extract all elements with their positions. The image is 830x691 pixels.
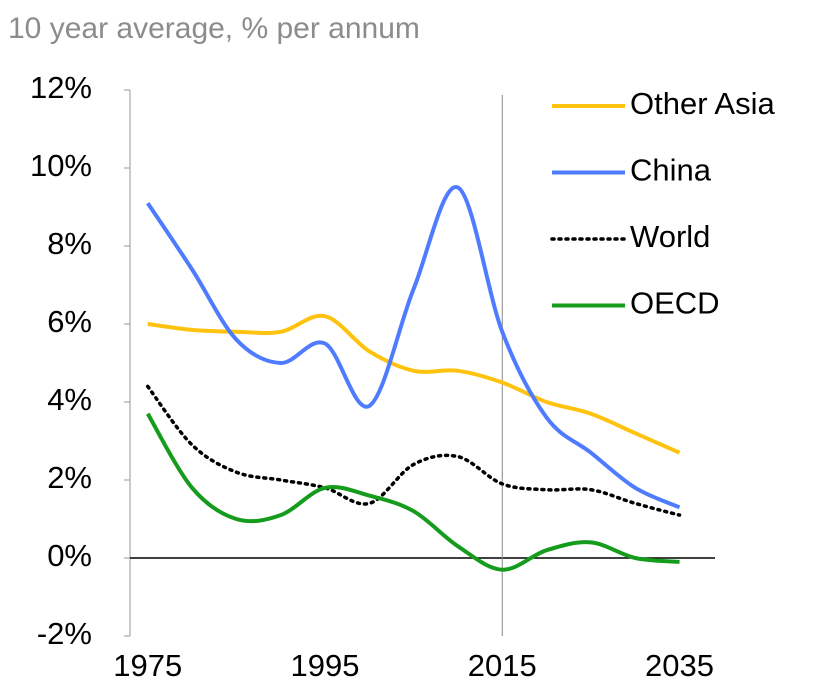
y-tick-label: 10% (30, 148, 92, 183)
y-tick-label: 6% (47, 304, 92, 339)
x-tick-label: 1975 (113, 648, 182, 683)
legend-label: China (630, 153, 712, 188)
series-line (146, 185, 681, 510)
x-tick-label: 1995 (291, 648, 360, 683)
legend-label: Other Asia (630, 86, 775, 121)
series-line (145, 384, 682, 517)
y-tick-label: 0% (47, 538, 92, 573)
series-line (146, 412, 680, 572)
y-tick-label: 8% (47, 226, 92, 261)
chart-subtitle: 10 year average, % per annum (8, 12, 420, 45)
y-tick-label: 12% (30, 70, 92, 105)
series-line (147, 313, 681, 455)
x-tick-label: 2035 (645, 648, 714, 683)
y-tick-label: 4% (47, 382, 92, 417)
x-tick-label: 2015 (468, 648, 537, 683)
legend-label: OECD (630, 286, 720, 321)
y-tick-label: -2% (37, 616, 92, 651)
y-tick-label: 2% (47, 460, 92, 495)
legend-label: World (630, 219, 710, 254)
